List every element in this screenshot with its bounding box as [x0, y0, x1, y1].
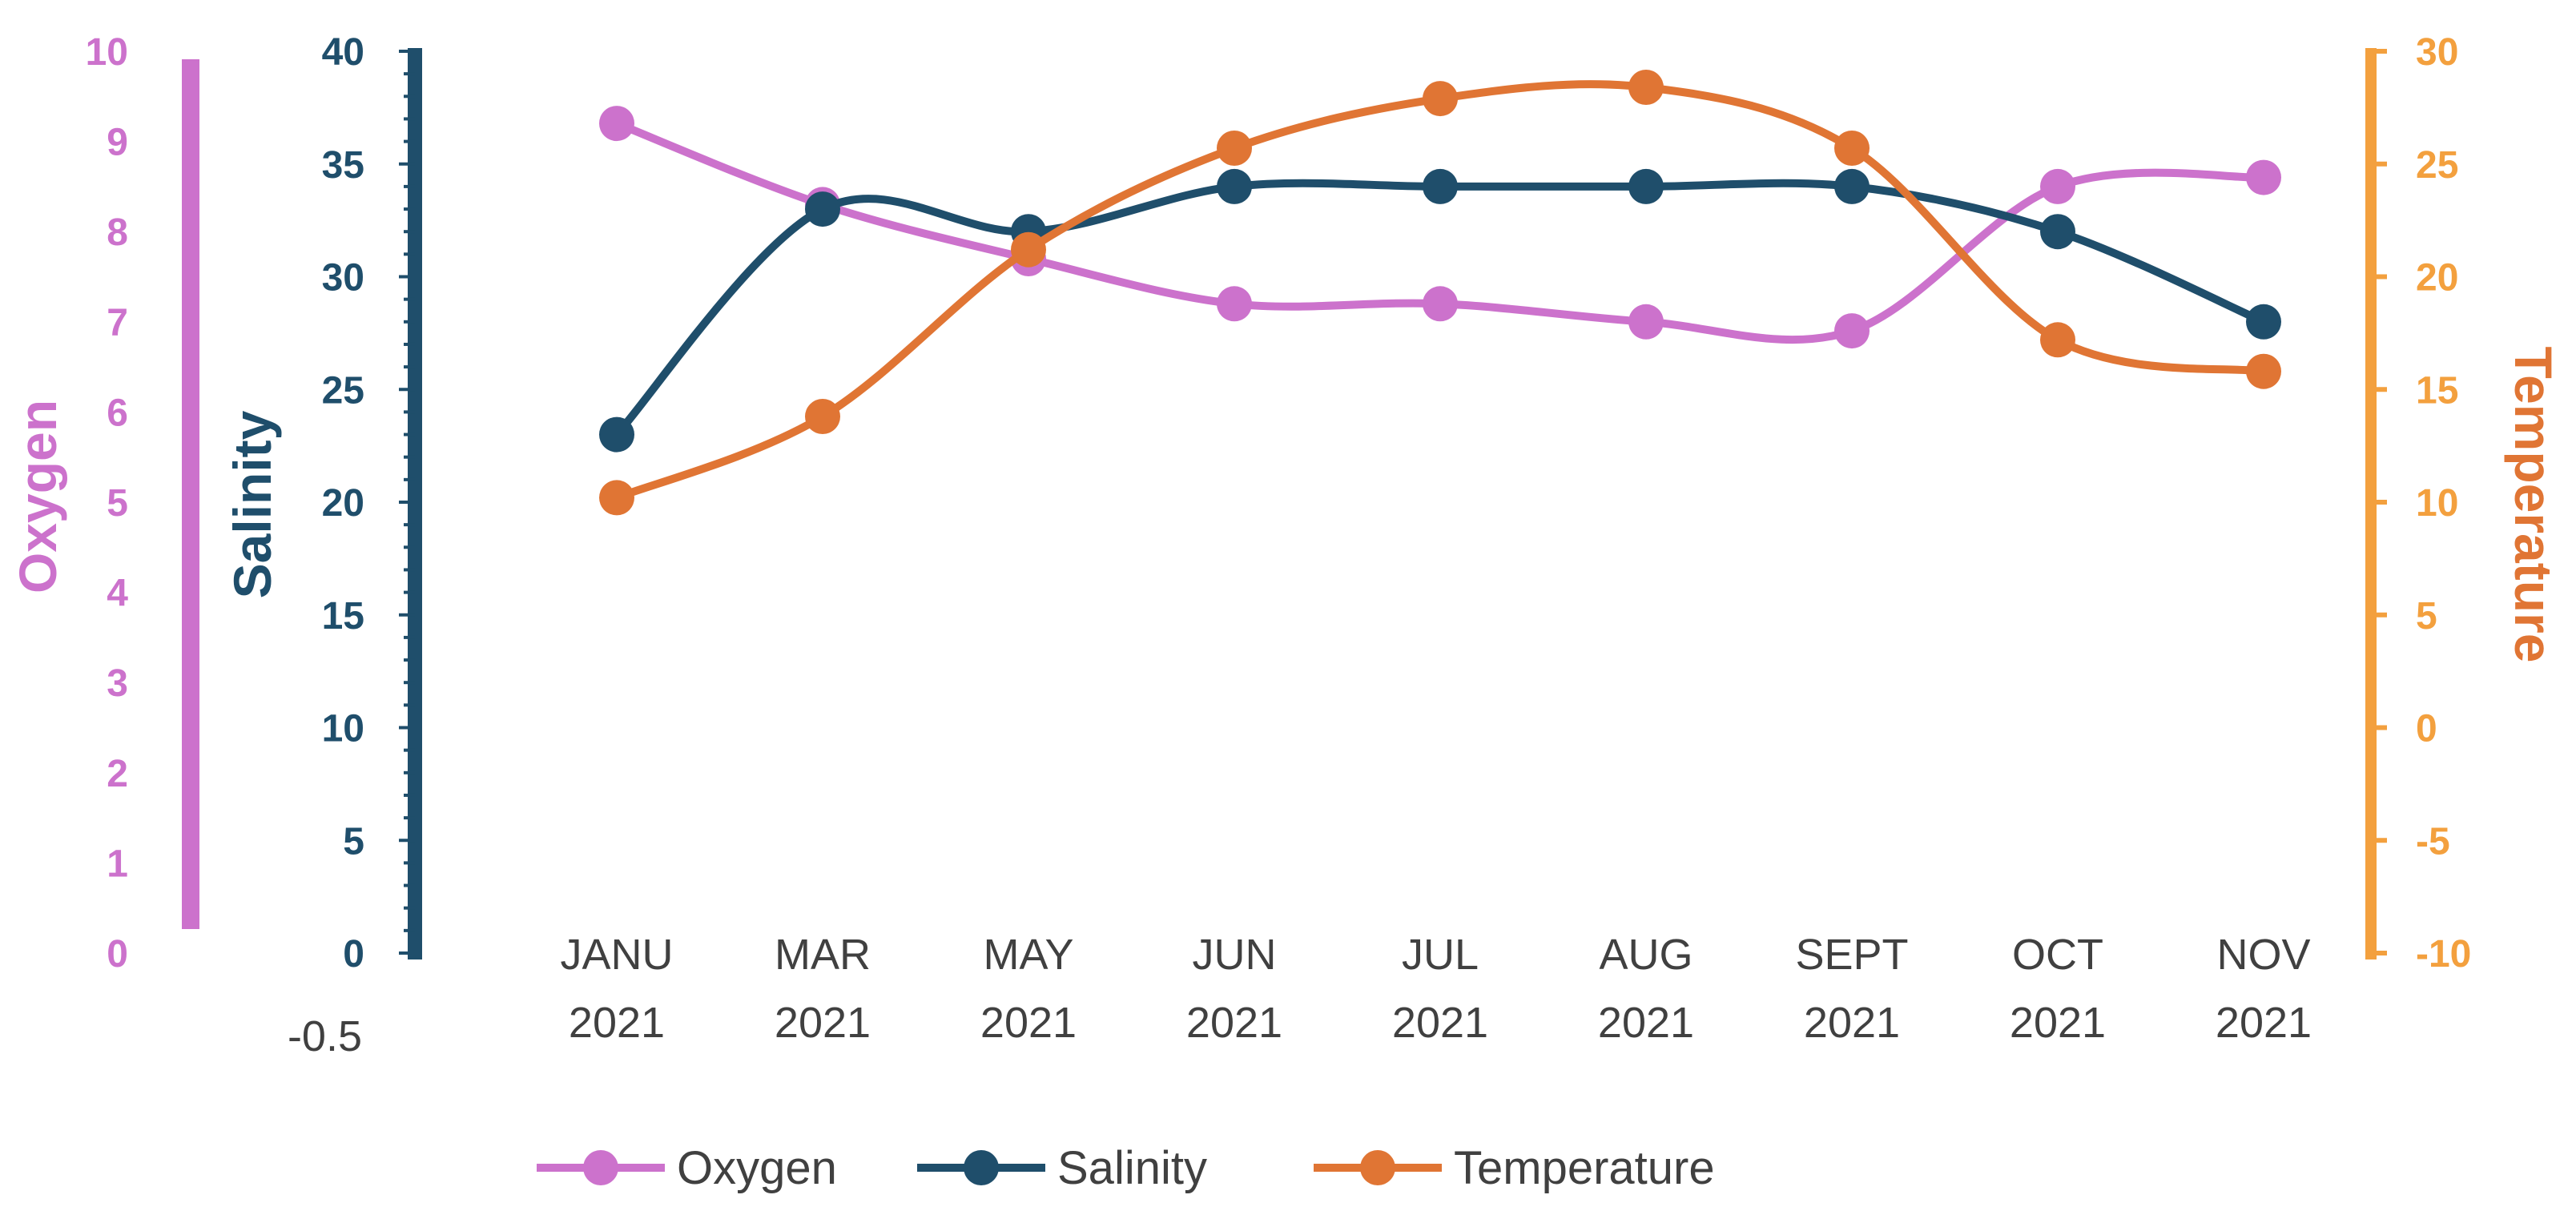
temperature-tick-label: 0: [2416, 708, 2437, 750]
temperature-tick-label: -10: [2416, 933, 2471, 976]
temperature-point: [1011, 231, 1046, 268]
salinity-tick-label: 25: [322, 369, 364, 412]
legend-label-temperature: Temperature: [1454, 1142, 1715, 1194]
legend-marker-temperature: [1360, 1150, 1395, 1185]
category-year-label: 2021: [2010, 999, 2106, 1047]
salinity-tick-label: 30: [322, 257, 364, 300]
temperature-tick-label: 20: [2416, 257, 2458, 300]
salinity-tick-label: 40: [322, 31, 364, 74]
oxygen-tick-label: 9: [107, 122, 128, 164]
category-label: JUL: [1402, 931, 1479, 979]
oxygen-point: [1628, 304, 1664, 340]
category-year-label: 2021: [1186, 999, 1282, 1047]
legend-item-oxygen: Oxygen: [537, 1142, 837, 1194]
salinity-point: [1423, 168, 1458, 204]
temperature-tick-label: 30: [2416, 31, 2458, 74]
category-year-label: 2021: [569, 999, 665, 1047]
oxygen-point: [2040, 168, 2075, 204]
temperature-point: [805, 399, 840, 434]
category-label: AUG: [1599, 931, 1693, 979]
salinity-point: [805, 191, 840, 227]
salinity-point: [1628, 168, 1664, 204]
category-year-label: 2021: [980, 999, 1077, 1047]
oxygen-point: [1423, 286, 1458, 322]
temperature-point: [1628, 70, 1664, 105]
category-label: MAR: [775, 931, 871, 979]
category-label: MAY: [983, 931, 1073, 979]
temperature-tick-label: 10: [2416, 482, 2458, 525]
temperature-tick-label: 25: [2416, 144, 2458, 187]
oxygen-tick-label: 1: [107, 843, 128, 885]
category-label: OCT: [2012, 931, 2103, 979]
oxygen-tick-label: 2: [107, 753, 128, 795]
salinity-tick-label: 5: [343, 820, 364, 863]
oxygen-tick-label: 7: [107, 302, 128, 344]
temperature-point: [1834, 131, 1870, 166]
category-year-label: 2021: [2216, 999, 2312, 1047]
legend-label-salinity: Salinity: [1057, 1142, 1207, 1194]
salinity-point: [2040, 214, 2075, 250]
category-year-label: 2021: [1392, 999, 1488, 1047]
category-label: SEPT: [1795, 931, 1908, 979]
oxygen-tick-label: 5: [107, 482, 128, 525]
legend-marker-oxygen: [583, 1150, 618, 1185]
oxygen-point: [2246, 159, 2281, 195]
temperature-axis-title: Temperature: [2504, 347, 2563, 663]
temperature-point: [2246, 353, 2281, 389]
oxygen-tick-label: 0: [107, 933, 128, 976]
legend-item-temperature: Temperature: [1314, 1142, 1715, 1194]
oxygen-tick-label: 8: [107, 211, 128, 254]
category-year-label: 2021: [1598, 999, 1694, 1047]
salinity-tick-label: 35: [322, 144, 364, 187]
temperature-tick-label: 5: [2416, 595, 2437, 638]
temperature-point: [1423, 81, 1458, 117]
oxygen-axis-title: Oxygen: [8, 400, 67, 593]
temperature-point: [2040, 322, 2075, 358]
temperature-point: [599, 480, 634, 516]
oxygen-point: [1834, 313, 1870, 349]
salinity-tick-label: 0: [343, 933, 364, 976]
legend-label-oxygen: Oxygen: [677, 1142, 837, 1194]
oxygen-tick-label: 4: [107, 573, 128, 615]
category-year-label: 2021: [775, 999, 871, 1047]
category-label: JUN: [1193, 931, 1277, 979]
category-year-label: 2021: [1804, 999, 1900, 1047]
category-label: JANU: [560, 931, 673, 979]
oxygen-tick-label: 3: [107, 662, 128, 705]
oxygen-tick-label: 6: [107, 392, 128, 434]
temperature-point: [1217, 131, 1252, 166]
salinity-point: [1834, 168, 1870, 204]
salinity-point: [1217, 168, 1252, 204]
salinity-tick-label: 10: [322, 708, 364, 750]
temperature-tick-label: -5: [2416, 820, 2450, 863]
oxygen-tick-label: 10: [86, 31, 128, 74]
salinity-point: [2246, 304, 2281, 340]
category-label: NOV: [2216, 931, 2310, 979]
legend-marker-salinity: [964, 1150, 999, 1185]
oxygen-point: [1217, 286, 1252, 322]
extra-axis-label: -0.5: [288, 1012, 362, 1060]
temperature-tick-label: 15: [2416, 369, 2458, 412]
legend-item-salinity: Salinity: [917, 1142, 1207, 1194]
salinity-point: [599, 416, 634, 453]
salinity-tick-label: 20: [322, 482, 364, 525]
oxygen-point: [599, 106, 634, 142]
salinity-axis-title: Salinity: [223, 410, 282, 598]
salinity-tick-label: 15: [322, 595, 364, 638]
